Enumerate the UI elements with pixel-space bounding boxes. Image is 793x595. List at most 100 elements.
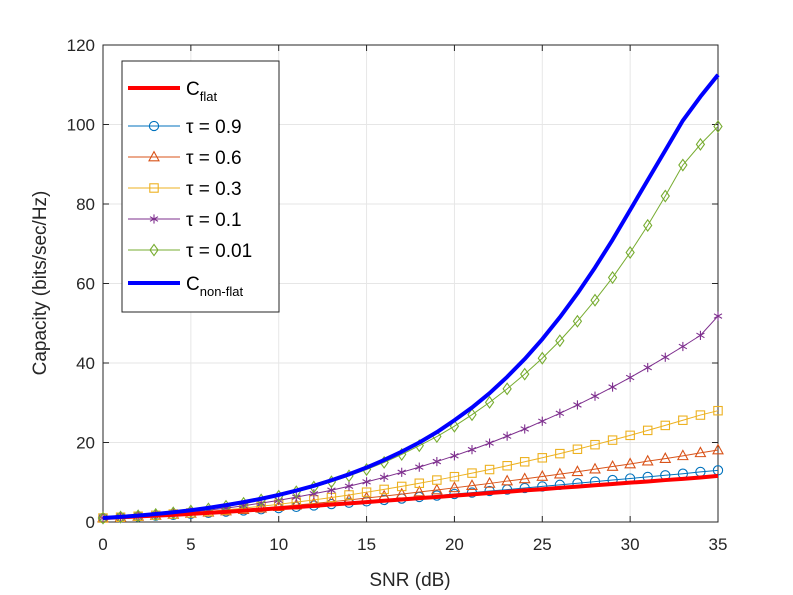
- marker-tau-0-3: [642, 425, 653, 436]
- series-flat: [102, 473, 719, 521]
- marker-tau-0-9: [712, 465, 724, 476]
- marker-tau-0-3: [484, 464, 495, 475]
- legend-label: τ = 0.9: [186, 117, 242, 138]
- marker-tau-0-1: [713, 311, 723, 321]
- marker-tau-0-1: [590, 391, 600, 401]
- marker-tau-0-01: [467, 408, 477, 422]
- marker-tau-0-1: [625, 372, 635, 383]
- legend-entry-tau-0-01: τ = 0.01: [128, 241, 252, 262]
- legend-label: τ = 0.01: [186, 241, 252, 262]
- legend: Cflat τ = 0.9 τ = 0.6 τ = 0.3 τ = 0.1 τ = 0.0…: [121, 60, 280, 313]
- marker-tau-0-01: [695, 137, 706, 151]
- marker-tau-0-1: [432, 456, 442, 467]
- legend-marker: [149, 183, 159, 193]
- marker-tau-0-3: [678, 415, 688, 425]
- marker-tau-0-3: [590, 439, 600, 450]
- marker-tau-0-3: [361, 487, 372, 497]
- marker-tau-0-01: [660, 189, 670, 203]
- marker-tau-0-3: [555, 448, 565, 459]
- marker-tau-0-01: [607, 270, 618, 285]
- marker-tau-0-01: [572, 314, 583, 328]
- marker-tau-0-3: [449, 471, 460, 482]
- marker-tau-0-6: [641, 454, 654, 466]
- marker-tau-0-1: [678, 341, 688, 352]
- marker-tau-0-1: [397, 467, 406, 477]
- x-tick-label: 20: [445, 535, 464, 554]
- marker-tau-0-1: [661, 352, 670, 362]
- marker-tau-0-01: [625, 245, 635, 260]
- marker-tau-0-6: [589, 462, 601, 474]
- x-tick-label: 30: [621, 535, 640, 554]
- legend-entry-flat: Cflat: [128, 79, 217, 104]
- marker-tau-0-6: [501, 474, 514, 486]
- marker-tau-0-6: [553, 467, 566, 479]
- marker-tau-0-3: [379, 484, 389, 495]
- x-tick-label: 10: [269, 535, 288, 554]
- marker-tau-0-01: [502, 382, 512, 396]
- marker-tau-0-1: [555, 408, 565, 418]
- marker-tau-0-6: [536, 469, 549, 481]
- marker-tau-0-1: [573, 400, 582, 410]
- marker-tau-0-6: [659, 452, 672, 463]
- y-tick-label: 80: [76, 195, 95, 214]
- marker-tau-0-1: [450, 451, 459, 461]
- marker-tau-0-1: [696, 330, 705, 340]
- marker-tau-0-1: [608, 382, 617, 392]
- marker-tau-0-3: [396, 481, 407, 492]
- marker-tau-0-1: [538, 416, 547, 426]
- marker-tau-0-1: [415, 462, 424, 472]
- marker-tau-0-6: [448, 481, 461, 493]
- legend-entry-tau-0-3: τ = 0.3: [128, 179, 242, 200]
- marker-tau-0-01: [678, 158, 688, 172]
- marker-tau-0-6: [430, 483, 443, 495]
- legend-entry-tau-0-1: τ = 0.1: [128, 210, 242, 231]
- legend-label: τ = 0.1: [186, 210, 242, 231]
- y-tick-label: 40: [76, 354, 95, 373]
- marker-tau-0-3: [414, 478, 425, 488]
- legend-marker: [148, 150, 160, 162]
- marker-tau-0-6: [466, 479, 478, 490]
- legend-entry-non-flat: Cnon-flat: [128, 274, 243, 299]
- marker-tau-0-1: [520, 424, 529, 434]
- marker-tau-0-1: [485, 438, 494, 448]
- legend-label: τ = 0.3: [186, 179, 242, 200]
- marker-tau-0-1: [309, 489, 319, 499]
- y-tick-label: 100: [67, 116, 95, 135]
- series-line-non-flat: [102, 73, 720, 521]
- marker-tau-0-9: [519, 482, 530, 494]
- marker-tau-0-01: [520, 367, 530, 381]
- marker-tau-0-1: [362, 477, 371, 487]
- series-group: [97, 73, 724, 525]
- series-line-flat: [102, 473, 719, 521]
- marker-tau-0-1: [502, 431, 512, 441]
- marker-tau-0-6: [694, 446, 707, 458]
- legend-entry-tau-0-6: τ = 0.6: [128, 148, 242, 169]
- series-non-flat: [102, 73, 720, 521]
- marker-tau-0-01: [643, 218, 653, 233]
- legend-box: [121, 60, 280, 313]
- marker-tau-0-3: [713, 405, 723, 416]
- marker-tau-0-6: [676, 449, 689, 461]
- marker-tau-0-1: [344, 481, 354, 491]
- marker-tau-0-6: [712, 443, 724, 455]
- marker-tau-0-01: [484, 395, 495, 409]
- marker-tau-0-1: [379, 472, 389, 482]
- legend-label: Cflat: [186, 79, 217, 104]
- marker-tau-0-6: [413, 485, 426, 497]
- legend-marker: [149, 243, 159, 257]
- marker-tau-0-1: [467, 445, 477, 455]
- y-tick-label: 0: [86, 513, 95, 532]
- legend-marker: [149, 214, 159, 224]
- marker-tau-0-3: [467, 468, 477, 478]
- x-tick-label: 25: [533, 535, 552, 554]
- marker-tau-0-6: [272, 500, 285, 512]
- marker-tau-0-3: [572, 444, 583, 455]
- x-axis-label: SNR (dB): [369, 570, 450, 591]
- marker-tau-0-3: [695, 410, 706, 420]
- legend-label: Cnon-flat: [186, 274, 243, 299]
- legend-label: τ = 0.6: [186, 148, 242, 169]
- marker-tau-0-3: [537, 453, 548, 463]
- marker-tau-0-3: [660, 420, 671, 431]
- marker-tau-0-01: [555, 334, 565, 348]
